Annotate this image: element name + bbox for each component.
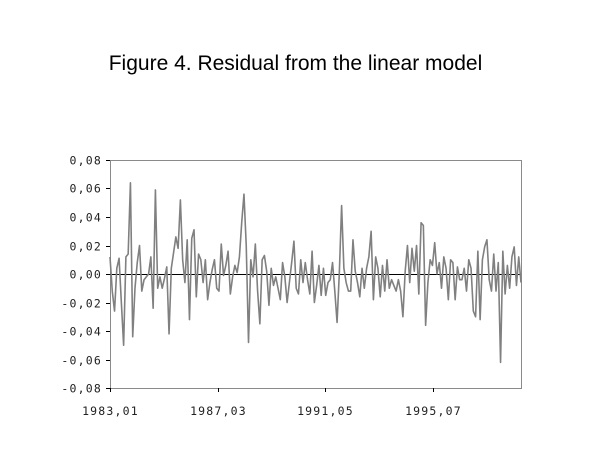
y-tick-label: 0,06 <box>70 182 103 196</box>
y-tick-label: 0,04 <box>70 211 103 225</box>
x-tick-label: 1983,01 <box>82 404 139 418</box>
y-tick-label: -0,04 <box>61 325 102 339</box>
y-tick-label: 0,00 <box>70 268 103 282</box>
series-group <box>109 182 522 364</box>
chart-title: Figure 4. Residual from the linear model <box>108 52 483 75</box>
y-tick-label: -0,02 <box>61 297 102 311</box>
y-tick-label: -0,06 <box>61 354 102 368</box>
x-tick-label: 1991,05 <box>297 404 354 418</box>
residual-series-line <box>109 182 522 364</box>
y-tick-label: 0,08 <box>70 154 103 168</box>
x-axis: 1983,01 1987,03 1991,05 1995,07 <box>82 388 462 418</box>
y-tick-label: 0,02 <box>70 240 103 254</box>
x-tick-label: 1987,03 <box>190 404 247 418</box>
y-tick-label: -0,08 <box>61 382 102 396</box>
x-tick-label: 1995,07 <box>405 404 462 418</box>
y-axis: 0,08 0,06 0,04 0,02 0,00 -0,02 -0,04 -0,06 -0,08 <box>61 154 110 396</box>
